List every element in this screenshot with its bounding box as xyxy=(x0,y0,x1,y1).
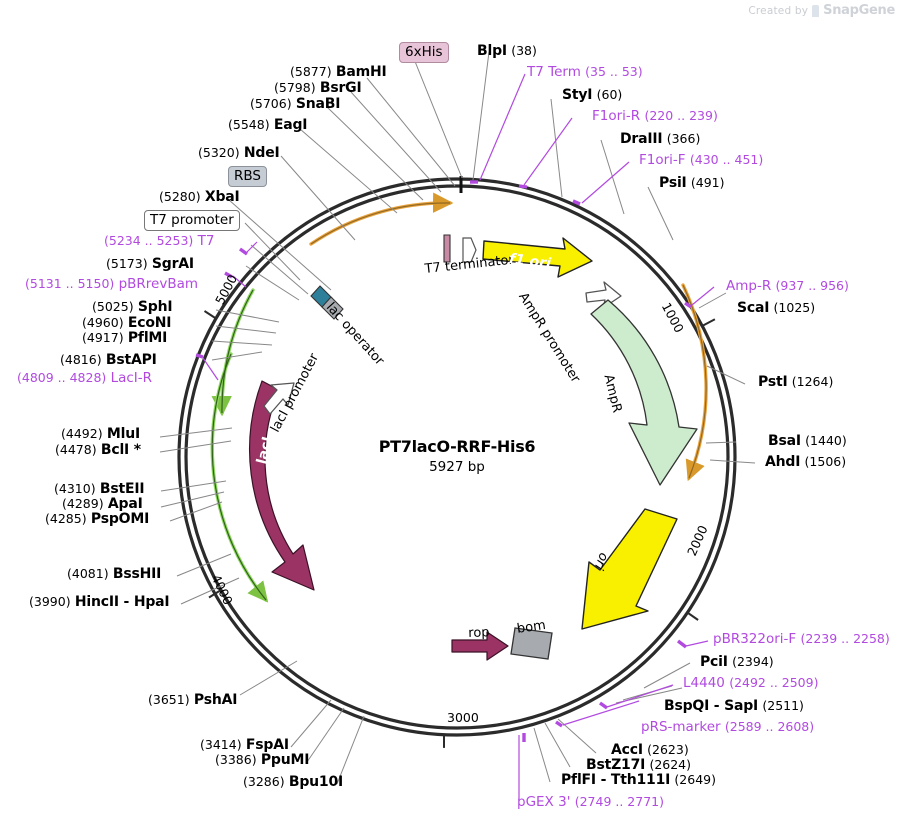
label-bstz17i[interactable]: BstZ17I (2624) xyxy=(586,757,692,773)
label-t7-term[interactable]: T7 Term (35 .. 53) xyxy=(527,64,643,80)
feature-ampr-promoter xyxy=(585,281,622,309)
label-styi[interactable]: StyI (60) xyxy=(562,87,623,103)
label-pcii[interactable]: PciI (2394) xyxy=(700,654,774,670)
label-t7-promoter[interactable]: T7 promoter xyxy=(144,210,240,231)
feature-t7-terminator xyxy=(443,234,477,263)
orange-annotation-arcs-dark xyxy=(310,202,707,479)
label-l4440[interactable]: L4440 (2492 .. 2509) xyxy=(683,675,819,691)
label-sphi[interactable]: (5025) SphI xyxy=(92,299,173,315)
label-bamhi[interactable]: (5877) BamHI xyxy=(290,64,387,80)
label-amp-r[interactable]: Amp-R (937 .. 956) xyxy=(726,278,849,294)
label-pspomi[interactable]: (4285) PspOMI xyxy=(45,511,150,527)
label-scai[interactable]: ScaI (1025) xyxy=(737,300,816,316)
feature-label-rop: rop xyxy=(468,625,490,641)
label-laci-r[interactable]: (4809 .. 4828) LacI-R xyxy=(17,370,153,386)
label-ahdi[interactable]: AhdI (1506) xyxy=(765,454,847,470)
label-pflfi-tth111i[interactable]: PflFI - Tth111I (2649) xyxy=(561,772,716,788)
label-pgex-3prime[interactable]: pGEX 3' (2749 .. 2771) xyxy=(517,794,664,810)
ruler-tick-3000: 3000 xyxy=(447,710,479,725)
label-draiii[interactable]: DraIII (366) xyxy=(620,131,701,147)
feature-laci-promoter xyxy=(263,382,295,415)
label-psti[interactable]: PstI (1264) xyxy=(758,374,834,390)
label-apai[interactable]: (4289) ApaI xyxy=(62,496,143,512)
snapgene-logo-icon xyxy=(812,4,820,17)
label-rbs[interactable]: RBS xyxy=(228,166,267,187)
ruler-ticks xyxy=(203,310,716,748)
label-hincii-hpai[interactable]: (3990) HincII - HpaI xyxy=(29,594,170,610)
leader-lines-purple xyxy=(202,73,715,800)
feature-bom xyxy=(510,627,553,660)
feature-f1-ori xyxy=(482,237,593,278)
plasmid-title-block: PT7lacO-RRF-His6 5927 bp xyxy=(357,437,557,475)
label-f1ori-f[interactable]: F1ori-F (430 .. 451) xyxy=(639,152,764,168)
label-sgrai[interactable]: (5173) SgrAI xyxy=(106,256,194,272)
snapgene-watermark: Created by SnapGene xyxy=(748,3,895,18)
label-bsrgi[interactable]: (5798) BsrGI xyxy=(274,80,362,96)
label-pflmi[interactable]: (4917) PflMI xyxy=(82,330,168,346)
label-snabi[interactable]: (5706) SnaBI xyxy=(250,96,341,112)
label-acci[interactable]: AccI (2623) xyxy=(611,742,689,758)
label-ndei[interactable]: (5320) NdeI xyxy=(198,145,280,161)
label-bcli[interactable]: (4478) BclI * xyxy=(55,442,141,458)
label-f1ori-r[interactable]: F1ori-R (220 .. 239) xyxy=(592,108,718,124)
label-psii[interactable]: PsiI (491) xyxy=(659,175,725,191)
label-xbai[interactable]: (5280) XbaI xyxy=(159,189,240,205)
feature-ori xyxy=(581,508,678,630)
label-bpu10i[interactable]: (3286) Bpu10I xyxy=(243,774,344,790)
label-prs-marker[interactable]: pRS-marker (2589 .. 2608) xyxy=(641,719,815,735)
label-mlui[interactable]: (4492) MluI xyxy=(61,426,140,442)
plasmid-size: 5927 bp xyxy=(429,459,485,475)
label-blpi[interactable]: BlpI (38) xyxy=(477,43,537,59)
label-bstapi[interactable]: (4816) BstAPI xyxy=(60,352,157,368)
label-bsteii[interactable]: (4310) BstEII xyxy=(54,481,145,497)
label-bsshii[interactable]: (4081) BssHII xyxy=(67,566,162,582)
green-annotation-arcs-dark xyxy=(211,289,267,601)
plasmid-name: PT7lacO-RRF-His6 xyxy=(378,437,536,456)
label-bsai[interactable]: BsaI (1440) xyxy=(768,433,847,449)
label-t7[interactable]: (5234 .. 5253) T7 xyxy=(104,233,215,249)
label-bspqi-sapi[interactable]: BspQI - SapI (2511) xyxy=(664,698,804,714)
label-pbrrevbam[interactable]: (5131 .. 5150) pBRrevBam xyxy=(25,276,199,292)
label-pbr322ori-f[interactable]: pBR322ori-F (2239 .. 2258) xyxy=(713,631,890,647)
label-eagi[interactable]: (5548) EagI xyxy=(228,117,308,133)
watermark-brand: SnapGene xyxy=(823,3,895,18)
plasmid-backbone xyxy=(177,177,737,737)
label-pshai[interactable]: (3651) PshAI xyxy=(148,692,238,708)
feature-rop xyxy=(451,631,509,661)
feature-ampr xyxy=(590,299,698,486)
label-econi[interactable]: (4960) EcoNI xyxy=(82,315,172,331)
feature-laci xyxy=(249,380,315,591)
label-ppumi[interactable]: (3386) PpuMI xyxy=(215,752,310,768)
watermark-prefix: Created by xyxy=(748,4,809,17)
feature-lac-operator xyxy=(310,285,344,320)
label-fspai[interactable]: (3414) FspAI xyxy=(200,737,289,753)
purple-feature-ticks xyxy=(195,180,692,742)
label-6xhis[interactable]: 6xHis xyxy=(399,42,449,63)
